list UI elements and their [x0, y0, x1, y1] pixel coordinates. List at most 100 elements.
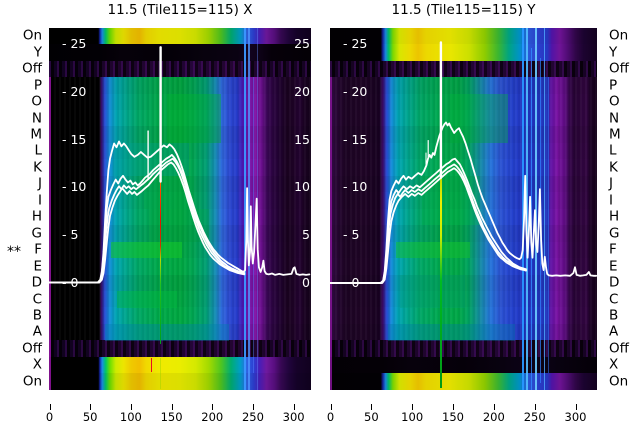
heatmap-row-on-21: [330, 373, 597, 390]
heatmap-vertical-line: [248, 28, 250, 390]
x-tick-mark-200: [493, 404, 495, 410]
x-tick-mark-250: [252, 404, 254, 410]
row-label-r-m-6: M: [609, 126, 621, 143]
row-label-l-d-15: D: [31, 274, 42, 291]
row-label-r-on-0: On: [609, 27, 629, 44]
heatmap-vertical-line: [150, 358, 153, 372]
bandpass-top-line: [49, 140, 311, 284]
heatmap-patch: [388, 324, 515, 341]
row-label-l-on-0: On: [22, 27, 42, 44]
row-label-l-g-12: G: [31, 224, 42, 241]
heatmap-patch: [396, 241, 470, 259]
x-tick-label-250: 250: [523, 410, 546, 424]
row-label-l-h-11: H: [31, 208, 42, 225]
y-tick-label-left-15: - 15: [343, 131, 368, 147]
heatmap-patch: [111, 241, 182, 259]
x-tick-label-0: 0: [326, 410, 335, 424]
x-tick-label-100: 100: [119, 410, 142, 424]
star-annotation: **: [7, 244, 21, 260]
x-tick-mark-150: [453, 404, 454, 410]
row-label-r-j-9: J: [609, 175, 613, 192]
row-label-r-d-15: D: [609, 274, 620, 291]
row-label-l-on-21: On: [22, 373, 42, 390]
heatmap-row-k-8: [330, 159, 597, 177]
heatmap-vertical-line: [440, 150, 442, 388]
heatmap-panel-y: - 25 - 20 - 15 - 10 - 5 - 0: [330, 28, 597, 390]
x-tick-label-300: 300: [282, 410, 305, 424]
x-tick-label-150: 150: [442, 410, 464, 424]
bandpass-top-line: [330, 121, 597, 284]
row-label-r-off-2: Off: [609, 60, 629, 77]
y-tick-label-left-0: - 0: [343, 274, 360, 290]
heatmap-row-l-7: [330, 142, 597, 160]
y-tick-label-right-15: 15: [294, 131, 310, 147]
x-tick-label-50: 50: [364, 410, 379, 424]
y-tick-label-left-20: - 20: [343, 83, 368, 99]
bandpass-low-line: [49, 161, 246, 284]
heatmap-row-o-4: [330, 93, 597, 111]
x-tick-label-200: 200: [482, 410, 505, 424]
x-tick-mark-100: [412, 404, 414, 410]
heatmap-row-on-0: [330, 28, 597, 45]
heatmap-vertical-line: [522, 28, 524, 390]
y-tick-label-right-0: 0: [302, 274, 310, 290]
y-tick-label-left-25: - 25: [62, 36, 87, 52]
x-tick-label-50: 50: [82, 410, 98, 424]
row-label-l-off-2: Off: [22, 60, 42, 77]
y-tick-label-right-5: 5: [302, 226, 310, 242]
x-tick-label-100: 100: [401, 410, 424, 424]
heatmap-row-m-6: [330, 126, 597, 144]
heatmap-vertical-line: [252, 77, 254, 373]
heatmap-row-d-15: [330, 274, 597, 292]
x-tick-mark-300: [575, 404, 577, 410]
y-tick-label-right-20: 20: [294, 83, 310, 99]
row-label-l-y-1: Y: [33, 43, 42, 60]
row-label-l-m-6: M: [30, 126, 42, 143]
row-label-r-h-11: H: [609, 208, 620, 225]
panel-title-y: 11.5 (Tile115=115) Y: [391, 2, 536, 18]
row-label-l-c-16: C: [32, 290, 42, 307]
x-tick-mark-0: [49, 404, 51, 410]
row-label-r-l-7: L: [609, 142, 617, 159]
row-label-r-f-13: F: [609, 241, 617, 258]
row-label-l-k-8: K: [33, 159, 42, 176]
bandpass-curves: [49, 46, 311, 284]
heatmap-row-off-19: [330, 340, 597, 358]
x-tick-mark-200: [212, 404, 214, 410]
x-tick-mark-0: [330, 404, 332, 410]
heatmap-patch: [105, 324, 229, 341]
heatmap-row-off-2: [330, 60, 597, 78]
row-label-l-o-4: O: [31, 93, 42, 110]
heatmap-patch: [167, 93, 221, 144]
y-tick-label-right-10: 10: [294, 179, 310, 194]
y-tick-label-left-5: - 5: [343, 226, 360, 242]
heatmap-row-y-1: [330, 44, 597, 62]
row-label-l-j-9: J: [38, 175, 42, 192]
x-tick-label-300: 300: [564, 410, 587, 424]
heatmap-row-a-18: [330, 323, 597, 341]
heatmap-vertical-line: [49, 77, 51, 390]
heatmap-vertical-line: [543, 28, 546, 390]
y-tick-label-left-25: - 25: [343, 36, 368, 52]
x-tick-label-200: 200: [201, 410, 224, 424]
row-label-r-y-1: Y: [609, 43, 618, 60]
heatmap-vertical-line: [244, 28, 246, 390]
bandpass-mid1-line: [49, 154, 246, 284]
heatmap-patch: [117, 291, 177, 308]
row-label-r-b-17: B: [609, 307, 619, 324]
x-tick-mark-150: [171, 404, 173, 410]
row-label-r-k-8: K: [609, 159, 618, 176]
row-label-l-off-19: Off: [22, 340, 42, 357]
heatmap-vertical-line: [526, 28, 528, 390]
heatmap-vertical-line: [535, 28, 537, 390]
x-tick-mark-50: [371, 404, 373, 410]
bandpass-low-line: [330, 167, 527, 284]
x-tick-label-250: 250: [241, 410, 264, 424]
heatmap-vertical-line: [159, 168, 162, 344]
row-label-r-n-5: N: [609, 109, 620, 126]
y-tick-label-left-15: - 15: [62, 131, 87, 147]
x-tick-mark-250: [534, 404, 536, 410]
x-tick-mark-100: [130, 404, 132, 410]
heatmap-row-e-14: [330, 258, 597, 276]
